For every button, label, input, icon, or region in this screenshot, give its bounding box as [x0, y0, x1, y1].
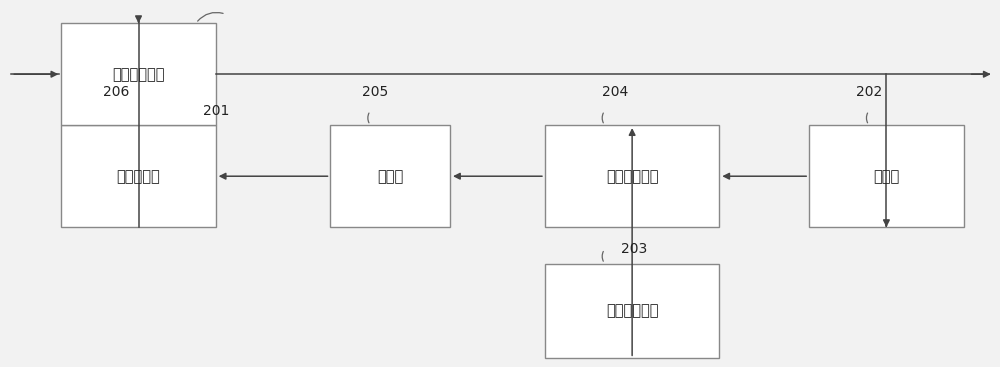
FancyBboxPatch shape: [545, 125, 719, 227]
FancyBboxPatch shape: [545, 264, 719, 358]
Text: 鉴相器: 鉴相器: [873, 169, 900, 184]
FancyArrowPatch shape: [602, 113, 603, 123]
FancyBboxPatch shape: [330, 125, 450, 227]
Text: 滤波器: 滤波器: [377, 169, 403, 184]
Text: 205: 205: [362, 86, 388, 99]
FancyBboxPatch shape: [61, 125, 216, 227]
FancyBboxPatch shape: [809, 125, 964, 227]
Text: 204: 204: [602, 86, 628, 99]
Text: 延时调整模块: 延时调整模块: [606, 169, 658, 184]
FancyArrowPatch shape: [99, 113, 100, 123]
FancyArrowPatch shape: [866, 113, 868, 123]
FancyArrowPatch shape: [198, 12, 223, 21]
Text: 203: 203: [622, 242, 648, 256]
Text: 参数选择模块: 参数选择模块: [606, 304, 658, 319]
Text: 误差校正模块: 误差校正模块: [112, 67, 165, 82]
FancyBboxPatch shape: [61, 23, 216, 125]
Text: 206: 206: [103, 86, 129, 99]
FancyArrowPatch shape: [602, 251, 603, 261]
Text: 201: 201: [203, 103, 229, 118]
Text: 压控振荡器: 压控振荡器: [117, 169, 160, 184]
FancyArrowPatch shape: [368, 113, 369, 123]
Text: 202: 202: [856, 86, 882, 99]
